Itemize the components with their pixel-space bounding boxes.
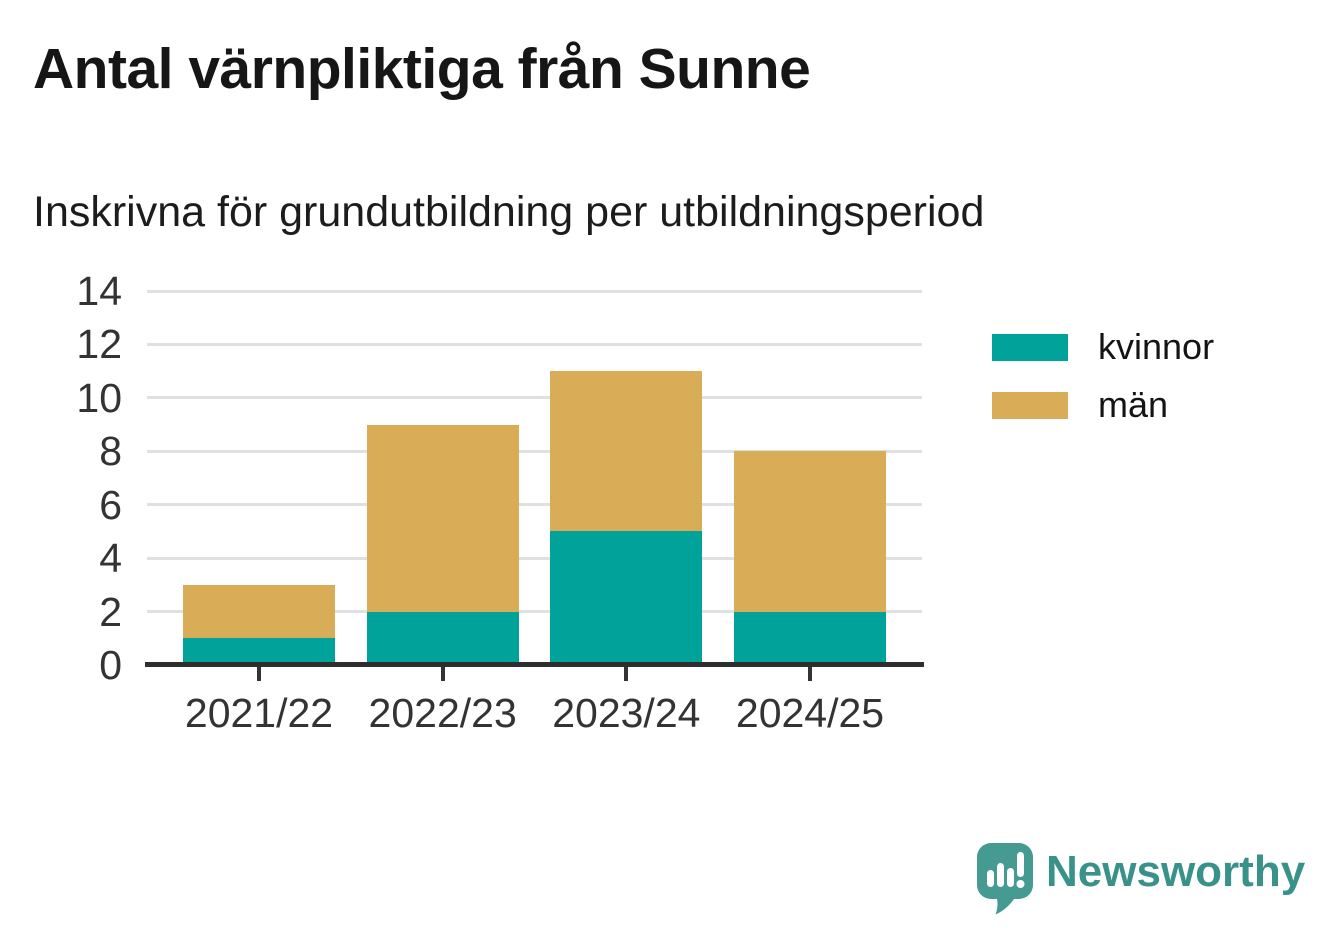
y-tick-label: 10: [76, 374, 122, 421]
x-tick: [808, 667, 812, 681]
gridline-y-10: [147, 396, 922, 400]
gridline-y-14: [147, 289, 922, 293]
gridline-y-8: [147, 449, 922, 453]
bar-segment-kvinnor-2021/22: [183, 638, 335, 665]
bar-segment-kvinnor-2023/24: [550, 531, 703, 665]
gridline-y-6: [147, 503, 922, 507]
y-tick-label: 2: [99, 588, 122, 635]
gridline-y-4: [147, 556, 922, 560]
newsworthy-logo-text: Newsworthy: [1046, 847, 1306, 896]
bar-segment-män-2022/23: [366, 424, 519, 612]
y-tick-label: 6: [99, 481, 122, 528]
x-tick: [440, 667, 445, 681]
bar-segment-män-2024/25: [734, 451, 886, 612]
legend: kvinnor män: [992, 326, 1215, 443]
legend-item-män: män: [992, 384, 1214, 425]
chart-title: Antal värnpliktiga från Sunne: [33, 37, 811, 101]
legend-swatch-kvinnor: [992, 333, 1068, 361]
branding: Newsworthy: [977, 843, 1305, 919]
plot-area: [147, 289, 922, 665]
x-tick-label: 2021/22: [184, 690, 334, 736]
x-axis-line: [145, 662, 924, 667]
bar-segment-män-2021/22: [183, 584, 335, 639]
chart-subtitle: Inskrivna för grundutbildning per utbild…: [33, 188, 985, 236]
bar-segment-kvinnor-2024/25: [734, 611, 886, 665]
x-tick: [624, 667, 629, 681]
y-tick-label: 8: [99, 428, 122, 475]
x-tick-label: 2024/25: [735, 690, 885, 736]
bar-segment-män-2023/24: [550, 371, 703, 532]
x-tick-label: 2022/23: [368, 690, 517, 736]
legend-label: kvinnor: [1098, 326, 1215, 367]
y-tick-label: 12: [76, 321, 122, 368]
legend-label: män: [1098, 384, 1169, 425]
gridline-y-12: [147, 342, 922, 346]
newsworthy-logo-icon: [977, 843, 1033, 915]
x-tick: [257, 667, 261, 681]
bar-segment-kvinnor-2022/23: [366, 611, 519, 665]
x-tick-label: 2023/24: [552, 690, 701, 736]
legend-swatch-män: [992, 391, 1068, 419]
y-tick-label: 0: [99, 642, 122, 688]
legend-item-kvinnor: kvinnor: [992, 326, 1215, 367]
y-tick-label: 14: [76, 268, 122, 314]
y-tick-label: 4: [99, 535, 122, 582]
gridline-y-2: [147, 610, 922, 614]
